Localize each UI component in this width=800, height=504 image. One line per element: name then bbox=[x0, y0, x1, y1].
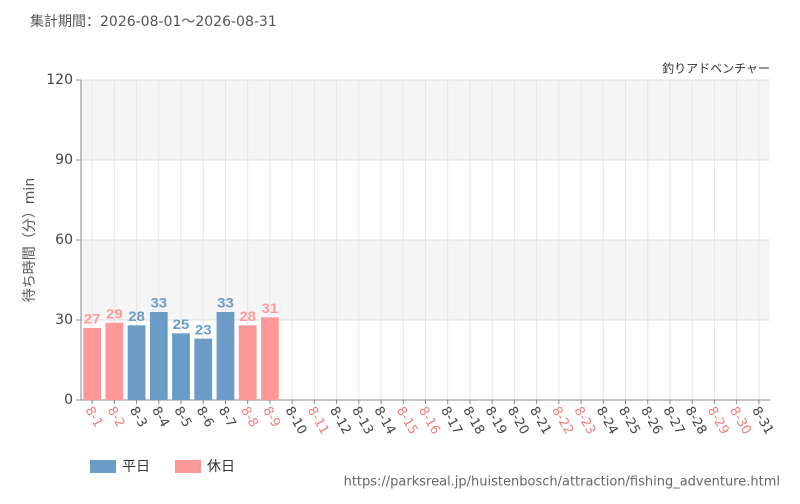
bar bbox=[194, 338, 213, 400]
x-tick-label: 8-28 bbox=[682, 404, 710, 437]
bar bbox=[149, 312, 168, 400]
x-tick-label: 8-11 bbox=[304, 404, 332, 437]
x-tick-label: 8-21 bbox=[526, 404, 554, 437]
source-url: https://parksreal.jp/huistenbosch/attrac… bbox=[344, 475, 780, 490]
x-tick-label: 8-14 bbox=[371, 404, 399, 437]
bar bbox=[261, 317, 279, 400]
x-tick-label: 8-15 bbox=[393, 404, 421, 437]
x-tick-label: 8-27 bbox=[659, 404, 687, 437]
x-tick-label: 8-8 bbox=[237, 404, 261, 430]
x-tick-label: 8-7 bbox=[215, 404, 239, 430]
x-tick-label: 8-10 bbox=[282, 404, 310, 437]
x-tick-label: 8-2 bbox=[104, 404, 128, 430]
x-tick-label: 8-12 bbox=[326, 404, 354, 437]
x-tick-label: 8-26 bbox=[637, 404, 665, 437]
period: 集計期間：2026-08-01～2026-08-31 bbox=[30, 13, 277, 30]
x-tick-label: 8-24 bbox=[593, 404, 621, 437]
legend-swatch bbox=[90, 460, 116, 473]
x-tick-label: 8-20 bbox=[504, 404, 532, 437]
legend-swatch bbox=[175, 460, 201, 473]
data-label: 23 bbox=[195, 321, 212, 337]
data-label: 25 bbox=[173, 316, 190, 332]
y-tick-label: 0 bbox=[64, 392, 73, 408]
data-label: 29 bbox=[106, 305, 123, 321]
bar bbox=[172, 333, 190, 400]
x-tick-label: 8-5 bbox=[171, 404, 195, 430]
legend-label: 休日 bbox=[207, 459, 235, 475]
x-tick-label: 8-23 bbox=[571, 404, 599, 437]
chart-title: 釣りアドベンチャー bbox=[662, 61, 770, 76]
bar bbox=[83, 328, 102, 400]
x-tick-label: 8-17 bbox=[437, 404, 465, 437]
x-tick-label: 8-19 bbox=[482, 404, 510, 437]
x-tick-label: 8-13 bbox=[348, 404, 376, 437]
bar bbox=[105, 322, 124, 400]
y-tick-label: 90 bbox=[55, 152, 73, 168]
x-tick-label: 8-6 bbox=[193, 404, 217, 430]
y-tick-label: 120 bbox=[46, 72, 73, 88]
bar bbox=[216, 312, 235, 400]
legend-label: 平日 bbox=[122, 459, 150, 475]
data-label: 33 bbox=[217, 295, 234, 311]
bar bbox=[127, 325, 146, 400]
x-tick-label: 8-1 bbox=[82, 404, 106, 430]
data-label: 28 bbox=[128, 308, 145, 324]
y-tick-label: 30 bbox=[55, 312, 73, 328]
x-tick-label: 8-16 bbox=[415, 404, 443, 437]
x-tick-label: 8-30 bbox=[726, 404, 754, 437]
data-label: 31 bbox=[262, 300, 279, 316]
x-tick-label: 8-29 bbox=[704, 404, 732, 437]
y-tick-label: 60 bbox=[55, 232, 73, 248]
x-tick-label: 8-9 bbox=[259, 404, 283, 430]
x-tick-label: 8-4 bbox=[148, 404, 172, 430]
x-tick-label: 8-18 bbox=[459, 404, 487, 437]
x-tick-label: 8-31 bbox=[748, 404, 776, 437]
data-label: 27 bbox=[84, 311, 101, 327]
data-label: 28 bbox=[239, 308, 256, 324]
x-tick-label: 8-22 bbox=[548, 404, 576, 437]
data-label: 33 bbox=[150, 295, 167, 311]
bar bbox=[238, 325, 257, 400]
y-label: 待ち時間（分）min bbox=[22, 178, 38, 302]
x-tick-label: 8-3 bbox=[126, 404, 150, 430]
x-tick-label: 8-25 bbox=[615, 404, 643, 437]
